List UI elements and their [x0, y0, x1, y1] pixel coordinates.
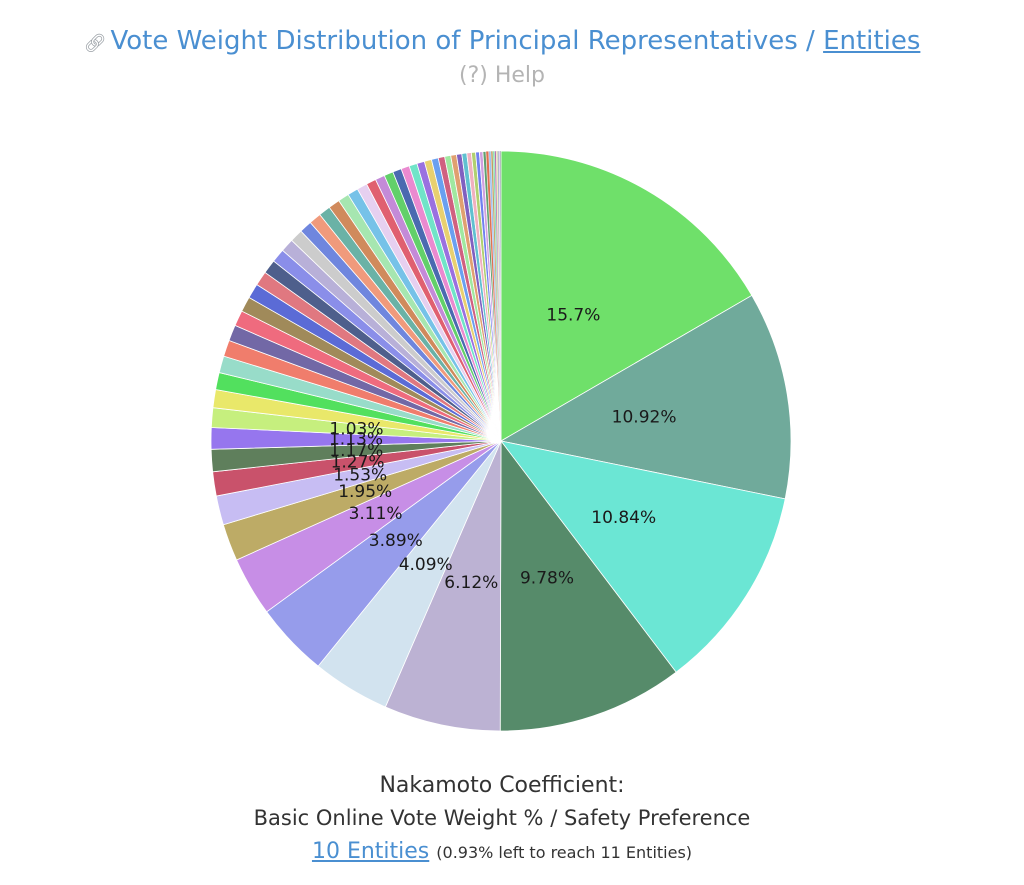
chart-header: 🔗︎ Vote Weight Distribution of Principal … — [0, 24, 1004, 88]
pie-slice-10.92pct[interactable] — [499, 294, 792, 500]
nakamoto-subtitle: Basic Online Vote Weight % / Safety Pref… — [253, 806, 751, 831]
title-prefix: Vote Weight Distribution of Principal Re… — [110, 26, 824, 56]
pie-slice-10.84pct[interactable] — [500, 440, 786, 673]
pie-slices — [210, 150, 792, 732]
pie-slice-15.7pct[interactable] — [500, 150, 753, 442]
nakamoto-title: Nakamoto Coefficient: — [379, 773, 625, 798]
nakamoto-value-line: 10 Entities (0.93% left to reach 11 Enti… — [0, 835, 1004, 868]
help-link[interactable]: (?) Help — [459, 63, 545, 89]
pie-slice-small[interactable] — [500, 150, 502, 442]
entities-link[interactable]: Entities — [823, 26, 921, 56]
nakamoto-entities-link[interactable]: 10 Entities — [311, 838, 430, 864]
nakamoto-note: (0.93% left to reach 11 Entities) — [436, 842, 693, 862]
link-icon[interactable]: 🔗︎ — [83, 33, 107, 54]
nakamoto-section: Nakamoto Coefficient: Basic Online Vote … — [0, 768, 1004, 868]
pie-slice-9.78pct[interactable] — [499, 439, 677, 732]
pie-slice-6.12pct[interactable] — [384, 440, 502, 732]
chart-title: 🔗︎ Vote Weight Distribution of Principal … — [0, 24, 1004, 59]
